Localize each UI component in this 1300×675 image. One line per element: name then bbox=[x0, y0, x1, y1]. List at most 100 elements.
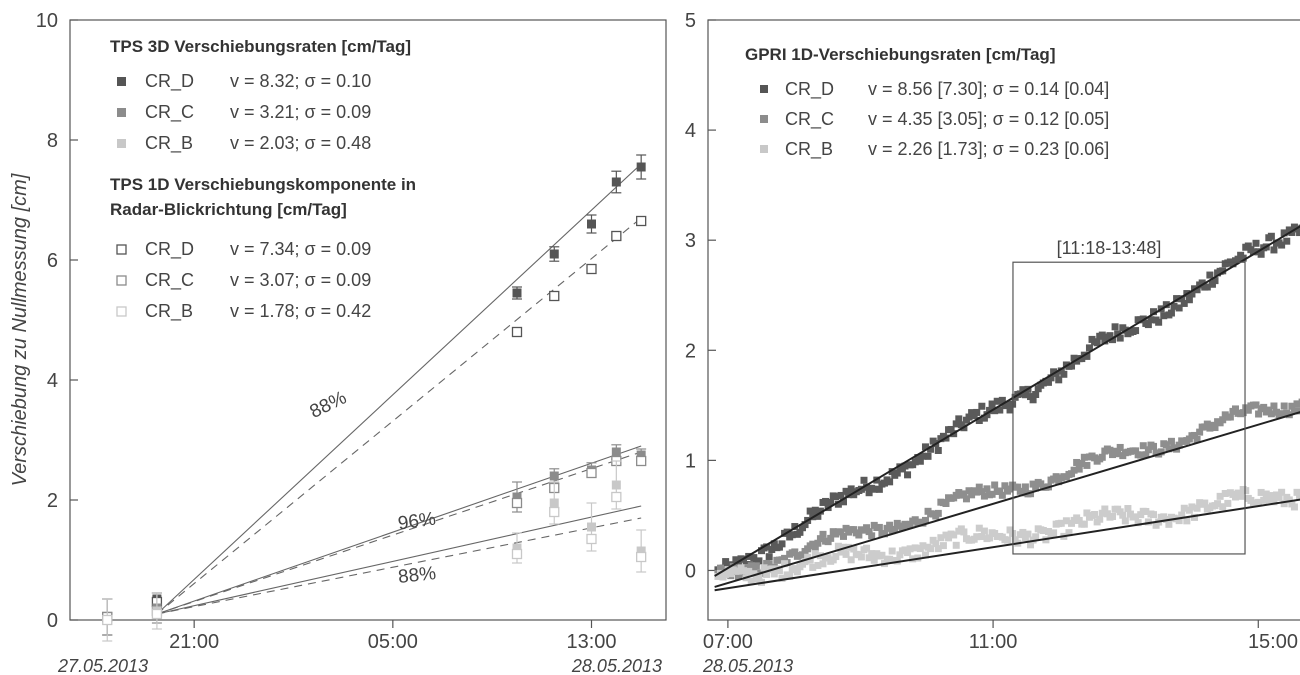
right-point-CR_D-34 bbox=[801, 521, 809, 529]
right-point-CR_D-168 bbox=[1144, 321, 1152, 329]
left-x-date-1: 28.05.2013 bbox=[571, 656, 662, 675]
right-point-CR_D-227 bbox=[1296, 229, 1300, 237]
right-point-CR_D-194 bbox=[1211, 277, 1219, 285]
right-y-tick-label-2: 2 bbox=[685, 340, 696, 362]
legend-tps3d-title: TPS 3D Verschiebungsraten [cm/Tag] bbox=[110, 37, 411, 56]
right-point-CR_C-98 bbox=[965, 487, 973, 495]
right-point-CR_D-205 bbox=[1239, 254, 1247, 262]
right-point-CR_C-39 bbox=[814, 539, 822, 547]
right-point-CR_B-106 bbox=[986, 534, 994, 542]
right-point-CR_B-39 bbox=[814, 561, 822, 569]
right-point-CR_D-108 bbox=[991, 407, 999, 415]
right-point-CR_D-77 bbox=[911, 458, 919, 466]
right-point-CR_D-47 bbox=[834, 500, 842, 508]
right-point-CR_B-220 bbox=[1278, 488, 1286, 496]
right-point-CR_C-123 bbox=[1029, 480, 1037, 488]
right-point-CR_C-210 bbox=[1252, 401, 1260, 409]
left-x-tick-label-1: 05:00 bbox=[368, 631, 418, 653]
right-point-CR_C-215 bbox=[1265, 406, 1273, 414]
right-point-CR_B-41 bbox=[819, 560, 827, 568]
right-point-CR_C-200 bbox=[1226, 413, 1234, 421]
right-point-CR_D-78 bbox=[914, 454, 922, 462]
left-point-CR_C-3D-6 bbox=[636, 450, 646, 460]
right-point-CR_C-228 bbox=[1298, 398, 1300, 406]
right-point-CR_D-178 bbox=[1170, 302, 1178, 310]
right-point-CR_D-113 bbox=[1003, 400, 1011, 408]
left-point-CR_B-1D-3 bbox=[549, 506, 560, 518]
legend-tps1d-title-line1: TPS 1D Verschiebungskomponente in bbox=[110, 175, 416, 194]
right-point-CR_D-184 bbox=[1185, 296, 1193, 304]
left-point-CR_D-1D-2 bbox=[511, 326, 523, 338]
left-point-CR_C-3D-3 bbox=[549, 471, 559, 481]
right-point-CR_B-198 bbox=[1221, 489, 1229, 497]
right-point-CR_B-149 bbox=[1096, 515, 1104, 523]
right-point-CR_C-50 bbox=[842, 524, 850, 532]
right-point-CR_D-110 bbox=[996, 406, 1004, 414]
left-point-CR_D-1D-3 bbox=[549, 290, 560, 302]
left-point-CR_D-3D-2 bbox=[512, 288, 522, 298]
legend-tps1d: TPS 1D Verschiebungskomponente in Radar-… bbox=[110, 175, 416, 322]
legend-tps1d-marker-2 bbox=[116, 306, 127, 317]
right-point-CR_B-46 bbox=[832, 553, 840, 561]
right-x-tick-label-0: 07:00 bbox=[703, 631, 753, 653]
right-point-CR_C-105 bbox=[983, 485, 991, 493]
right-point-CR_B-216 bbox=[1267, 492, 1275, 500]
right-point-CR_B-92 bbox=[950, 531, 958, 539]
left-data-points bbox=[102, 154, 647, 642]
right-point-CR_D-61 bbox=[870, 485, 878, 493]
right-point-CR_B-223 bbox=[1285, 496, 1293, 504]
left-fit-lines bbox=[156, 163, 642, 615]
right-point-CR_B-199 bbox=[1224, 499, 1232, 507]
right-point-CR_B-61 bbox=[870, 556, 878, 564]
right-point-CR_B-12 bbox=[745, 567, 753, 575]
right-point-CR_B-154 bbox=[1109, 513, 1117, 521]
right-point-CR_C-86 bbox=[934, 509, 942, 517]
right-point-CR_B-183 bbox=[1183, 517, 1191, 525]
right-point-CR_B-10 bbox=[740, 567, 748, 575]
right-point-CR_C-119 bbox=[1019, 489, 1027, 497]
left-fit-line-CR_C-1D bbox=[156, 451, 642, 615]
right-point-CR_C-227 bbox=[1296, 407, 1300, 415]
right-point-CR_D-48 bbox=[837, 491, 845, 499]
right-point-CR_C-81 bbox=[921, 516, 929, 524]
right-point-CR_C-167 bbox=[1142, 451, 1150, 459]
right-point-CR_D-19 bbox=[763, 543, 771, 551]
left-plot-frame bbox=[69, 19, 667, 621]
time-window-rect bbox=[1012, 261, 1246, 555]
left-annotations: 88% 96% 88% bbox=[307, 387, 438, 588]
right-point-CR_B-137 bbox=[1065, 529, 1073, 537]
right-point-CR_C-20 bbox=[765, 560, 773, 568]
right-point-CR_D-70 bbox=[893, 469, 901, 477]
right-point-CR_C-211 bbox=[1255, 410, 1263, 418]
right-point-CR_B-134 bbox=[1057, 519, 1065, 527]
right-point-CR_D-197 bbox=[1219, 267, 1227, 275]
right-point-CR_D-203 bbox=[1234, 255, 1242, 263]
right-point-CR_B-180 bbox=[1175, 517, 1183, 525]
right-point-CR_D-138 bbox=[1068, 362, 1076, 370]
right-point-CR_B-160 bbox=[1124, 505, 1132, 513]
right-point-CR_C-150 bbox=[1098, 453, 1106, 461]
right-point-CR_B-147 bbox=[1091, 510, 1099, 518]
right-point-CR_D-57 bbox=[860, 476, 868, 484]
right-point-CR_B-93 bbox=[952, 541, 960, 549]
right-point-CR_B-67 bbox=[886, 555, 894, 563]
right-point-CR_C-187 bbox=[1193, 436, 1201, 444]
left-y-tick-label-0: 0 bbox=[47, 610, 58, 632]
left-y-tick-label-5: 10 bbox=[36, 10, 58, 32]
left-annotation-2: 88% bbox=[397, 563, 437, 588]
right-point-CR_B-206 bbox=[1242, 487, 1250, 495]
right-point-CR_D-107 bbox=[988, 400, 996, 408]
right-point-CR_C-216 bbox=[1267, 410, 1275, 418]
right-point-CR_B-49 bbox=[839, 543, 847, 551]
right-point-CR_D-109 bbox=[993, 397, 1001, 405]
right-point-CR_B-195 bbox=[1214, 500, 1222, 508]
right-point-CR_C-142 bbox=[1078, 459, 1086, 467]
right-point-CR_B-219 bbox=[1275, 493, 1283, 501]
right-point-CR_C-226 bbox=[1293, 400, 1300, 408]
right-point-CR_B-60 bbox=[868, 550, 876, 558]
right-point-CR_C-194 bbox=[1211, 424, 1219, 432]
left-point-CR_B-3D-3 bbox=[549, 498, 559, 508]
right-point-CR_D-133 bbox=[1055, 376, 1063, 384]
legend-gpri-value-1: v = 4.35 [3.05]; σ = 0.12 [0.05] bbox=[868, 109, 1109, 129]
right-point-CR_D-187 bbox=[1193, 286, 1201, 294]
